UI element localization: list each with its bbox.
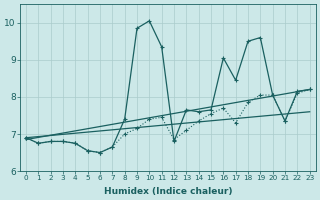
- X-axis label: Humidex (Indice chaleur): Humidex (Indice chaleur): [104, 187, 232, 196]
